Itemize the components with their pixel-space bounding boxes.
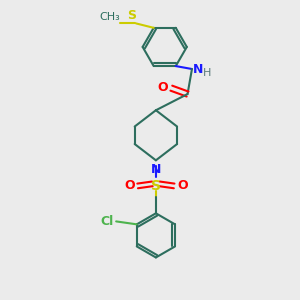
Text: S: S [151,179,161,193]
Text: O: O [177,179,188,192]
Text: CH₃: CH₃ [99,12,120,22]
Text: S: S [127,9,136,22]
Text: Cl: Cl [100,215,114,228]
Text: O: O [124,179,135,192]
Text: O: O [158,81,168,94]
Text: H: H [203,68,212,78]
Text: N: N [151,163,161,176]
Text: N: N [193,62,203,76]
